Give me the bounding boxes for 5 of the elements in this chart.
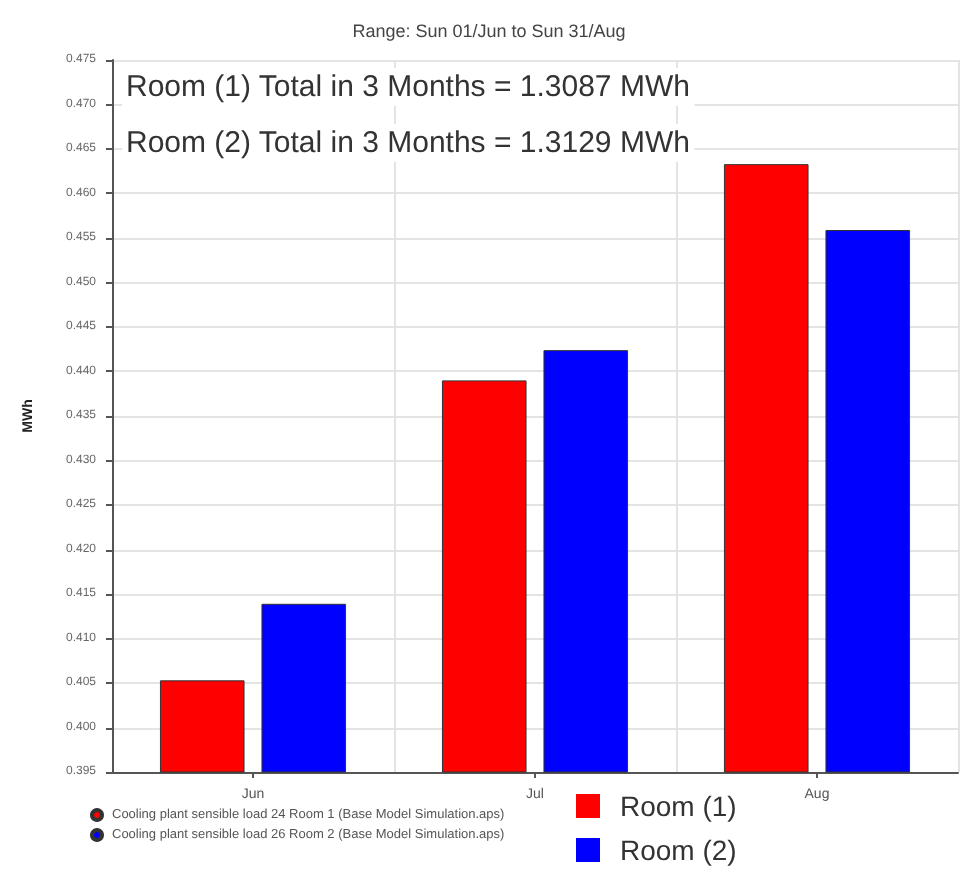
- annotation: Room (1) Total in 3 Months = 1.3087 MWh: [126, 70, 690, 104]
- text: Room (2): [620, 834, 737, 866]
- text: Room (1): [620, 790, 737, 822]
- chart-title: Range: Sun 01/Jun to Sun 31/Aug: [352, 21, 626, 41]
- annotation: Room (2) Total in 3 Months = 1.3129 MWh: [126, 126, 690, 160]
